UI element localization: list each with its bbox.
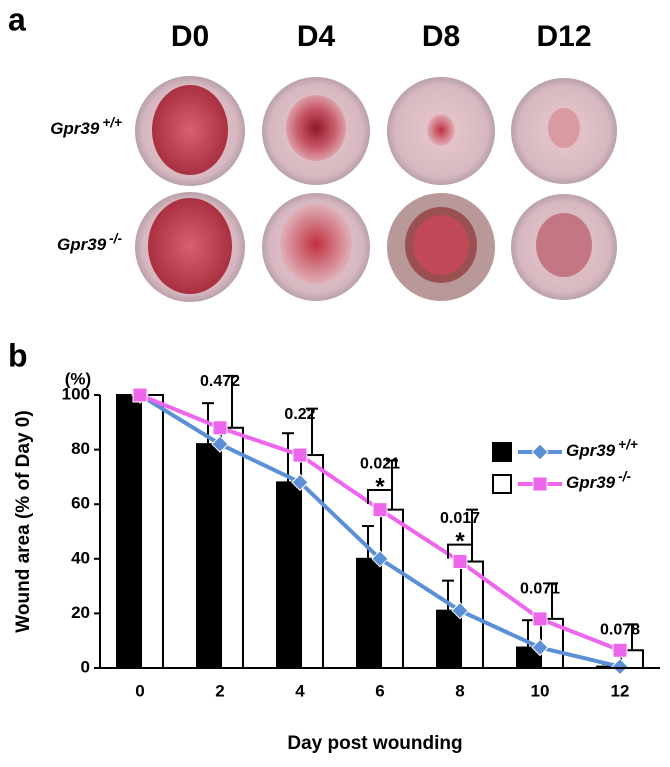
x-tick-label: 4 — [295, 681, 305, 700]
label-name: Gpr39 — [566, 441, 616, 460]
label-superscript: -/- — [618, 469, 631, 484]
y-tick-label: 0 — [81, 657, 90, 676]
legend-swatch — [492, 442, 512, 462]
photo-grid — [135, 76, 617, 302]
p-value: 0.071 — [520, 581, 560, 598]
bracket — [447, 543, 473, 559]
x-tick-label: 8 — [455, 681, 464, 700]
row-label: Gpr39 -/- — [57, 231, 122, 255]
legend-label: Gpr39 +/+ — [566, 437, 638, 461]
y-tick-label: 100 — [62, 384, 90, 403]
panel-label: a — [8, 1, 26, 37]
x-tick-label: 10 — [531, 681, 550, 700]
unit-label: (%) — [65, 369, 91, 388]
bar — [436, 609, 460, 669]
marker — [531, 443, 549, 461]
marker — [451, 601, 469, 620]
x-tick-label: 6 — [375, 681, 384, 700]
marker — [452, 554, 468, 570]
p-value: 0.22 — [284, 406, 315, 423]
y-tick-label: 60 — [71, 494, 90, 513]
label-name: Gpr39 — [50, 119, 100, 138]
marker — [292, 447, 308, 463]
marker — [611, 657, 629, 676]
label-superscript: +/+ — [102, 115, 122, 130]
significance: * — [455, 528, 465, 555]
x-axis-title: Day post wounding — [287, 733, 462, 754]
y-tick-label: 40 — [71, 548, 90, 567]
marker — [211, 435, 229, 453]
marker — [372, 502, 388, 518]
label-name: Gpr39 — [566, 473, 616, 492]
column-header: D12 — [536, 20, 591, 53]
p-value: 0.021 — [360, 455, 400, 472]
row-label: Gpr39 +/+ — [50, 115, 122, 139]
bar — [276, 481, 300, 669]
bar — [380, 508, 404, 669]
label-name: Gpr39 — [57, 235, 107, 254]
bar — [116, 394, 140, 669]
marker — [132, 387, 148, 403]
panel-label: b — [8, 337, 28, 373]
chart: b (%) Wound area (% of Day 0) Day post woun… — [8, 337, 660, 754]
y-tick-label: 20 — [71, 603, 90, 622]
x-tick-label: 0 — [135, 681, 144, 700]
marker — [371, 550, 389, 568]
bracket — [367, 489, 393, 505]
label-superscript: +/+ — [618, 437, 638, 452]
bar — [356, 557, 380, 669]
bar — [140, 394, 164, 669]
marker — [532, 611, 548, 627]
marker — [291, 473, 309, 492]
marker — [532, 476, 548, 492]
significance: * — [375, 473, 385, 500]
column-header: D0 — [171, 20, 209, 53]
marker — [212, 420, 228, 436]
bar — [196, 443, 220, 670]
p-value: 0.078 — [600, 622, 640, 639]
column-header: D4 — [297, 20, 336, 53]
marker — [531, 638, 549, 657]
bar — [220, 426, 244, 670]
label-superscript: -/- — [109, 231, 122, 246]
p-value: 0.472 — [200, 373, 240, 390]
x-tick-label: 2 — [215, 681, 224, 700]
x-tick-label: 12 — [611, 681, 630, 700]
legend-label: Gpr39 -/- — [566, 469, 631, 493]
column-header: D8 — [422, 20, 460, 53]
p-value: 0.017 — [440, 510, 480, 527]
y-axis-title: Wound area (% of Day 0) — [13, 410, 34, 632]
y-tick-label: 80 — [71, 439, 90, 458]
marker — [612, 642, 628, 658]
legend-swatch — [492, 474, 512, 494]
